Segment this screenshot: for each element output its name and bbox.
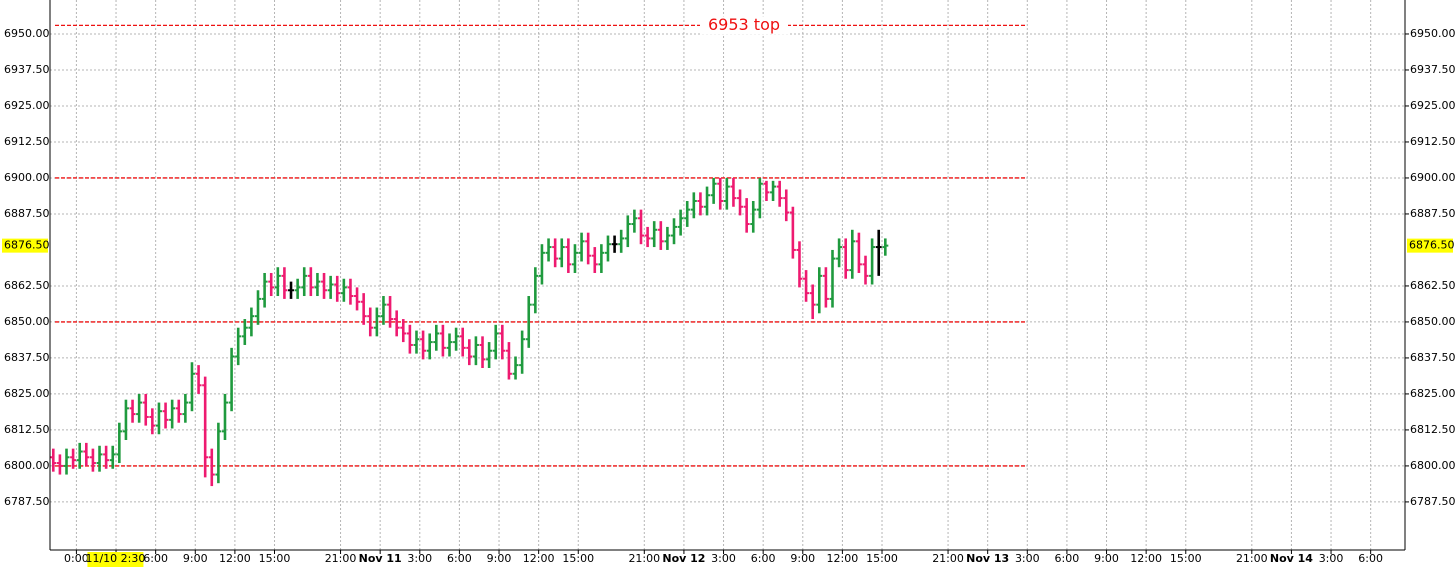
y-tick-label: 6900.00 bbox=[4, 171, 50, 184]
x-tick-label: 6:00 bbox=[447, 552, 472, 565]
x-tick-label: Nov 13 bbox=[966, 552, 1009, 565]
bars bbox=[50, 177, 889, 487]
x-tick-label: 21:00 bbox=[1236, 552, 1268, 565]
current-price-right-bg bbox=[1407, 238, 1453, 253]
y-tick-label: 6925.00 bbox=[4, 99, 50, 112]
y-tick-label: 6850.00 bbox=[4, 315, 50, 328]
y-tick-label-right: 6925.00 bbox=[1410, 99, 1456, 112]
x-tick-label: 9:00 bbox=[1094, 552, 1119, 565]
crosshair-label-bg bbox=[87, 552, 144, 567]
y-tick-label: 6862.50 bbox=[4, 279, 50, 292]
x-tick-label: 6:00 bbox=[751, 552, 776, 565]
y-tick-label-right: 6837.50 bbox=[1410, 351, 1456, 364]
y-tick-label-right: 6862.50 bbox=[1410, 279, 1456, 292]
y-tick-label: 6787.50 bbox=[4, 495, 50, 508]
y-tick-label-right: 6787.50 bbox=[1410, 495, 1456, 508]
level-label: 6953 top bbox=[708, 15, 780, 34]
x-tick-label: Nov 14 bbox=[1270, 552, 1313, 565]
x-tick-label: 3:00 bbox=[407, 552, 432, 565]
x-tick-label: 12:00 bbox=[1130, 552, 1162, 565]
x-tick-label: 21:00 bbox=[325, 552, 357, 565]
crosshair-label: 11/10 2:30 bbox=[85, 552, 145, 565]
x-tick-label: 9:00 bbox=[183, 552, 208, 565]
x-tick-label: 15:00 bbox=[259, 552, 291, 565]
x-tick-label: 6:00 bbox=[1055, 552, 1080, 565]
x-tick-label: Nov 12 bbox=[662, 552, 705, 565]
y-tick-label-right: 6825.00 bbox=[1410, 387, 1456, 400]
x-tick-label: 3:00 bbox=[1319, 552, 1344, 565]
x-tick-label: 3:00 bbox=[1015, 552, 1040, 565]
x-tick-label: 15:00 bbox=[866, 552, 898, 565]
x-tick-label: 21:00 bbox=[628, 552, 660, 565]
y-tick-label: 6812.50 bbox=[4, 423, 50, 436]
current-price-left-bg bbox=[2, 238, 48, 253]
x-tick-label: Nov 11 bbox=[359, 552, 402, 565]
x-tick-label: 21:00 bbox=[932, 552, 964, 565]
y-tick-label: 6937.50 bbox=[4, 63, 50, 76]
y-tick-label-right: 6812.50 bbox=[1410, 423, 1456, 436]
y-tick-label-right: 6887.50 bbox=[1410, 207, 1456, 220]
y-tick-label-right: 6900.00 bbox=[1410, 171, 1456, 184]
x-tick-label: 15:00 bbox=[1170, 552, 1202, 565]
x-tick-label: 9:00 bbox=[487, 552, 512, 565]
x-tick-label: 12:00 bbox=[523, 552, 555, 565]
x-tick-label: 12:00 bbox=[827, 552, 859, 565]
levels: 6953 top bbox=[55, 15, 1025, 467]
x-tick-label: 6:00 bbox=[1358, 552, 1383, 565]
y-tick-label-right: 6912.50 bbox=[1410, 135, 1456, 148]
y-tick-label-right: 6937.50 bbox=[1410, 63, 1456, 76]
current-price-left: 6876.50 bbox=[4, 239, 50, 252]
x-tick-label: 6:00 bbox=[143, 552, 168, 565]
y-tick-label: 6887.50 bbox=[4, 207, 50, 220]
y-tick-label: 6950.00 bbox=[4, 27, 50, 40]
y-tick-label: 6837.50 bbox=[4, 351, 50, 364]
y-tick-label-right: 6850.00 bbox=[1410, 315, 1456, 328]
x-tick-label: 0:00 bbox=[64, 552, 89, 565]
x-tick-label: 3:00 bbox=[711, 552, 736, 565]
y-tick-label: 6912.50 bbox=[4, 135, 50, 148]
x-tick-label: 15:00 bbox=[562, 552, 594, 565]
y-tick-label-right: 6800.00 bbox=[1410, 459, 1456, 472]
level-label-bg bbox=[700, 16, 788, 35]
current-price-right: 6876.50 bbox=[1409, 239, 1455, 252]
x-tick-label: 9:00 bbox=[790, 552, 815, 565]
y-tick-label-right: 6950.00 bbox=[1410, 27, 1456, 40]
y-tick-label: 6825.00 bbox=[4, 387, 50, 400]
x-tick-label: 12:00 bbox=[219, 552, 251, 565]
y-tick-label: 6800.00 bbox=[4, 459, 50, 472]
